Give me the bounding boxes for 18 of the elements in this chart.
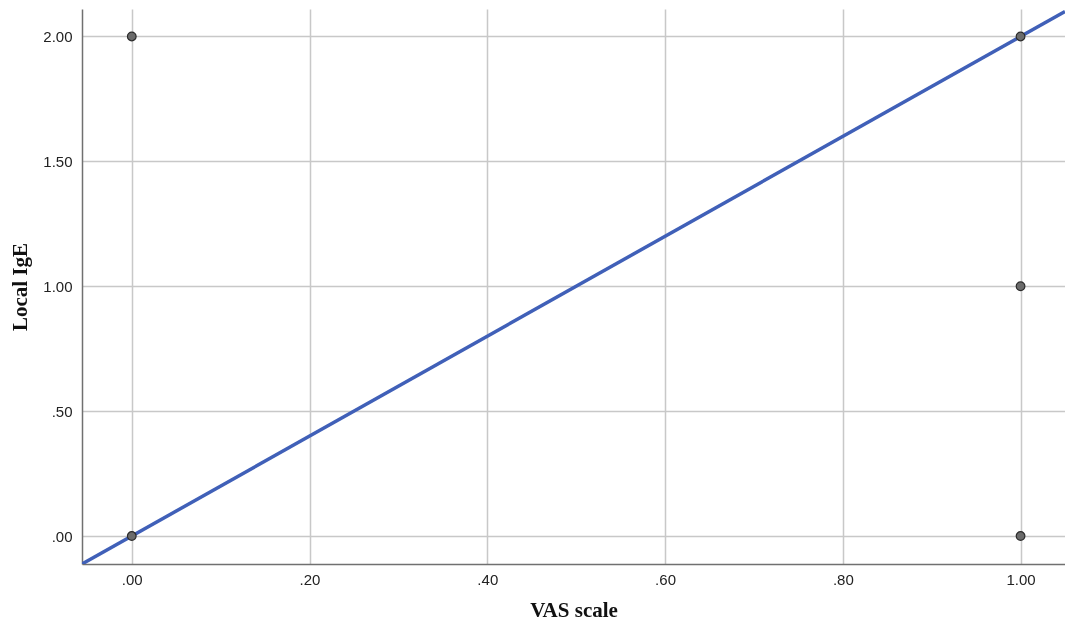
y-tick-label: 1.50 — [43, 152, 73, 170]
point — [1015, 281, 1026, 292]
y-axis-title: Local IgE — [8, 242, 33, 332]
point — [1015, 531, 1026, 541]
y-tick-label: .00 — [51, 527, 73, 545]
x-tick-label: .40 — [477, 570, 499, 588]
x-tick-label: .80 — [832, 570, 854, 588]
y-tick-label: .50 — [51, 402, 73, 420]
y-tick-label: 2.00 — [43, 27, 73, 45]
point — [126, 31, 137, 42]
x-tick-label: .60 — [655, 570, 676, 588]
x-tick-label: 1.00 — [1006, 570, 1036, 588]
x-axis-title: VAS scale — [530, 597, 618, 622]
y-tick-label: 1.00 — [43, 277, 73, 295]
x-tick-label: .20 — [299, 570, 321, 588]
point — [1015, 31, 1026, 42]
x-tick-label: .00 — [121, 570, 143, 588]
point — [126, 531, 137, 541]
